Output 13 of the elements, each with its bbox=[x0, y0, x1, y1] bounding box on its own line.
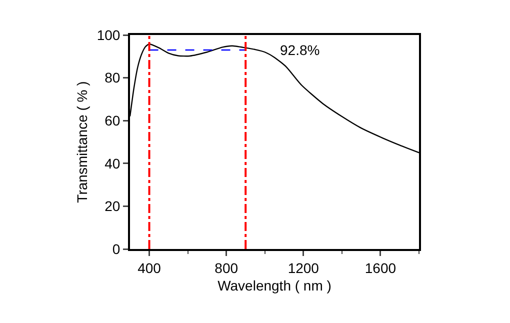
y-tick-label: 40 bbox=[104, 155, 120, 172]
y-axis-title: Transmittance ( % ) bbox=[74, 81, 90, 203]
annotation: 92.8% bbox=[280, 42, 320, 58]
y-tick-label: 20 bbox=[104, 198, 120, 214]
y-tick-label: 60 bbox=[104, 112, 120, 128]
x-tick-label: 1600 bbox=[364, 260, 396, 276]
y-tick-label: 0 bbox=[112, 240, 120, 257]
x-tick-label: 800 bbox=[214, 260, 238, 276]
y-tick-label: 100 bbox=[96, 26, 120, 43]
y-tick-label: 80 bbox=[104, 70, 120, 86]
x-tick-label: 400 bbox=[138, 260, 162, 276]
x-axis-title: Wavelength ( nm ) bbox=[218, 278, 332, 294]
x-tick-label: 1200 bbox=[288, 260, 320, 276]
